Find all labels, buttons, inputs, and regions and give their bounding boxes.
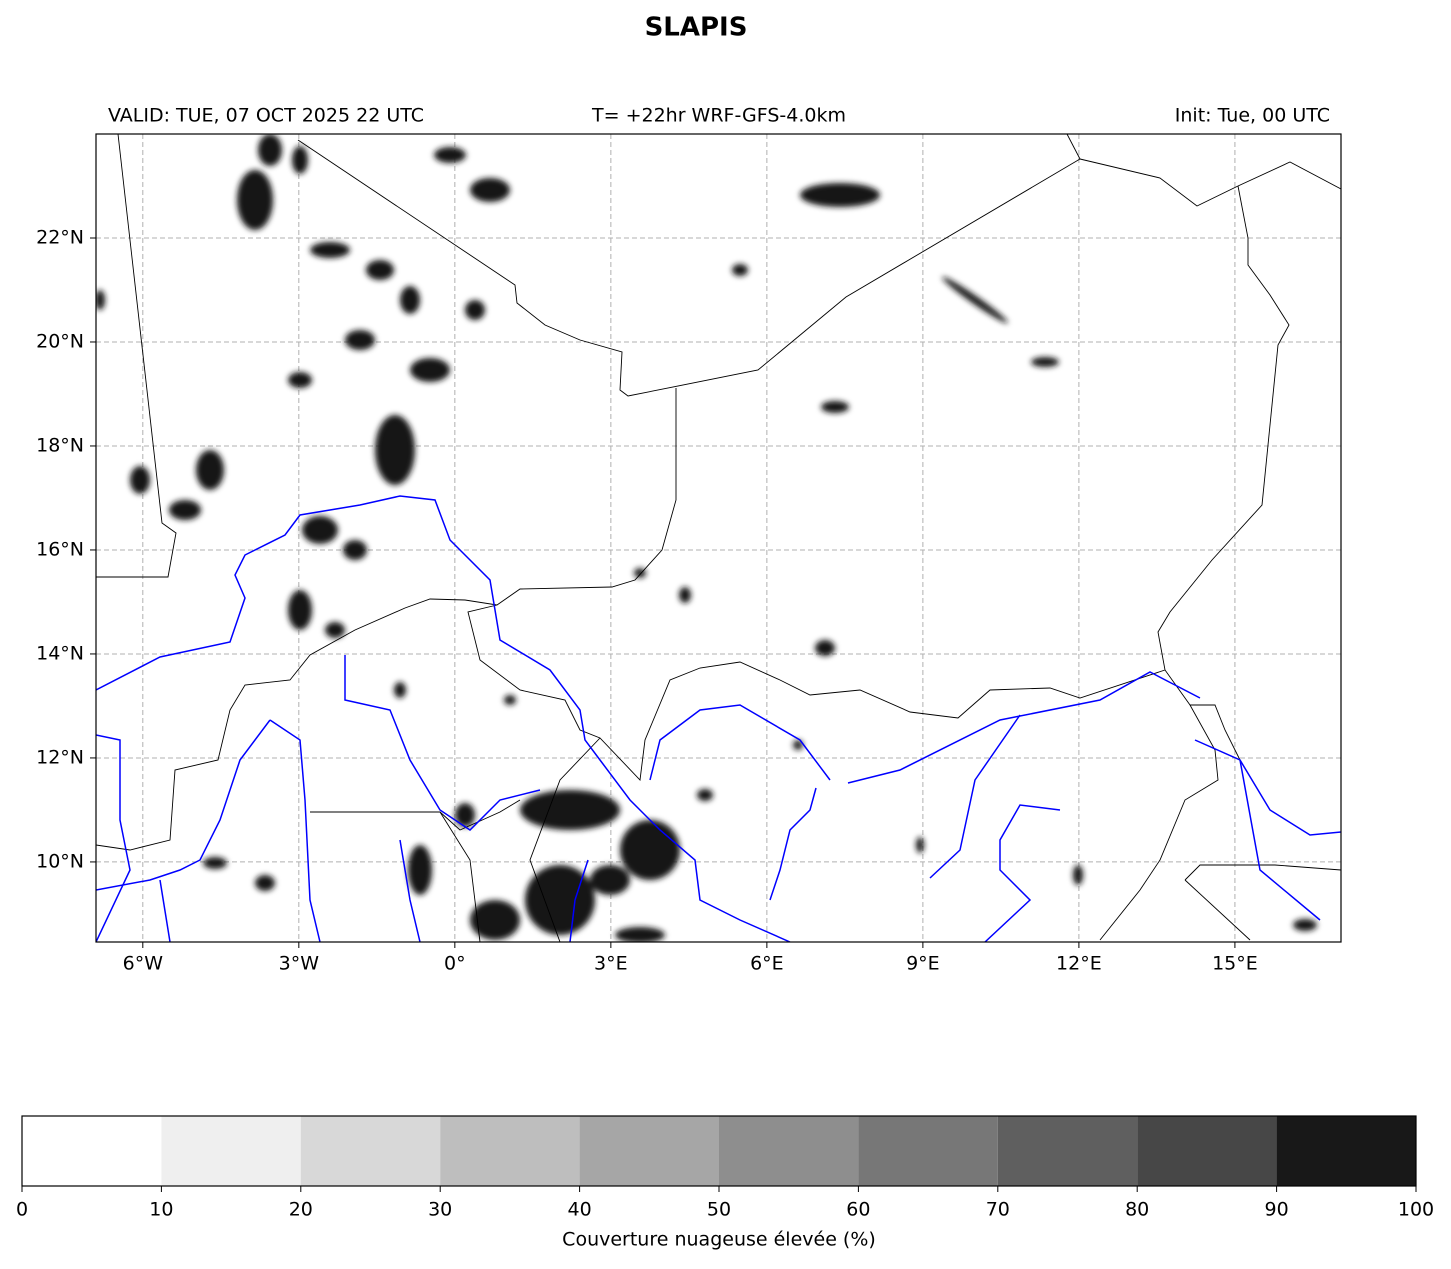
y-tick-label: 12°N	[36, 746, 84, 768]
colorbar-segment	[1276, 1116, 1416, 1186]
x-tick-label: 12°E	[1056, 953, 1102, 975]
colorbar-segment	[440, 1116, 580, 1186]
colorbar-tick-label: 10	[149, 1199, 173, 1221]
colorbar-tick-label: 20	[289, 1199, 313, 1221]
x-tick-label: 3°W	[279, 953, 320, 975]
colorbar-tick-label: 60	[846, 1199, 870, 1221]
x-tick-label: 3°E	[594, 953, 628, 975]
init-time: Init: Tue, 00 UTC	[1175, 105, 1330, 127]
y-tick-label: 22°N	[36, 226, 84, 248]
cloud-field	[96, 134, 1317, 942]
x-tick-label: 6°E	[750, 953, 784, 975]
valid-time: VALID: TUE, 07 OCT 2025 22 UTC	[108, 105, 424, 127]
colorbar-tick-label: 80	[1125, 1199, 1149, 1221]
colorbar-tick-label: 70	[986, 1199, 1010, 1221]
colorbar-segment	[997, 1116, 1138, 1186]
colorbar-segment	[579, 1116, 719, 1186]
run-info: T= +22hr WRF-GFS-4.0km	[591, 105, 846, 127]
colorbar-tick-label: 50	[707, 1199, 731, 1221]
y-tick-label: 14°N	[36, 642, 84, 664]
x-tick-label: 15°E	[1212, 953, 1258, 975]
x-tick-label: 9°E	[906, 953, 940, 975]
map-frame	[95, 133, 1342, 943]
x-tick-label: 0°	[444, 953, 466, 975]
grid	[96, 134, 1341, 942]
colorbar-segment	[300, 1116, 441, 1186]
colorbar-segment	[719, 1116, 859, 1186]
colorbar-tick-label: 100	[1398, 1199, 1434, 1221]
colorbar-segment	[858, 1116, 998, 1186]
country-borders	[96, 134, 1341, 942]
x-tick-label: 6°W	[123, 953, 164, 975]
colorbar-segment	[161, 1116, 301, 1186]
colorbar-segment	[1137, 1116, 1277, 1186]
title: SLAPIS	[645, 13, 748, 43]
map-layer	[96, 134, 1341, 942]
y-tick-label: 16°N	[36, 538, 84, 560]
y-tick-label: 20°N	[36, 330, 84, 352]
rivers	[96, 495, 1341, 942]
colorbar-tick-label: 0	[16, 1199, 28, 1221]
colorbar	[22, 1116, 1416, 1186]
colorbar-tick-label: 90	[1265, 1199, 1289, 1221]
colorbar-label: Couverture nuageuse élevée (%)	[562, 1229, 876, 1251]
y-tick-label: 18°N	[36, 434, 84, 456]
colorbar-tick-label: 30	[428, 1199, 452, 1221]
colorbar-tick-label: 40	[568, 1199, 592, 1221]
colorbar-segment	[22, 1116, 162, 1186]
y-tick-label: 10°N	[36, 850, 84, 872]
